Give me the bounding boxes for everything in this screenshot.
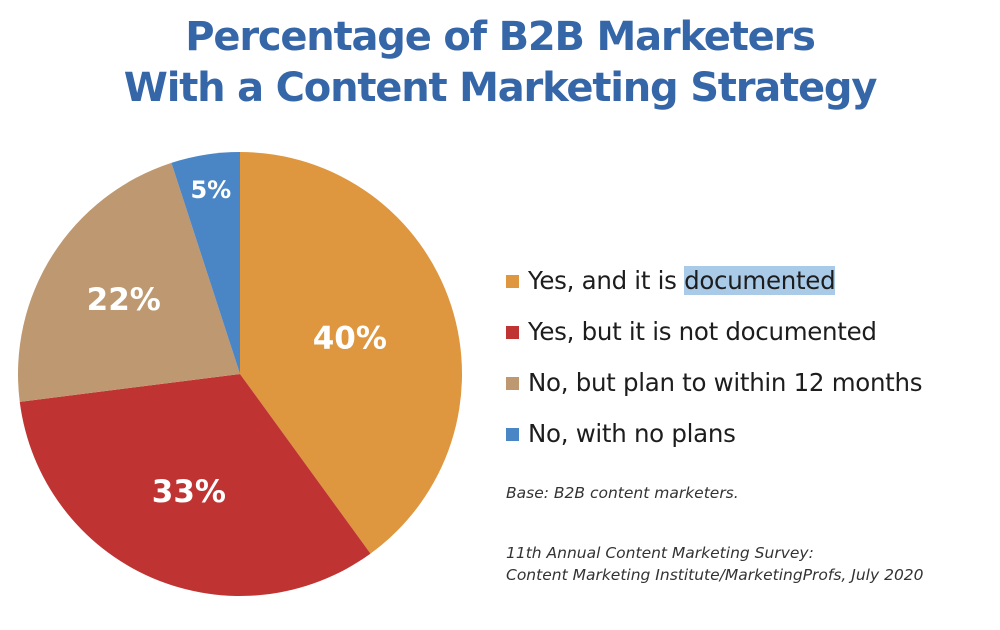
legend-swatch-orange [506,275,519,288]
legend-label-prefix: Yes, and it is [528,266,685,295]
legend-item-not-documented: Yes, but it is not documented [506,313,922,364]
legend: Yes, and it is documented Yes, but it is… [506,262,922,466]
slice-value-label: 22% [87,282,161,318]
legend-label: No, but plan to within 12 months [528,368,923,397]
highlighted-text-selection[interactable]: documented [684,266,836,295]
slice-no-plans [171,152,240,374]
slice-value-label: 33% [152,474,226,510]
chart-title-line-1: Percentage of B2B Marketers [185,14,816,60]
legend-label: Yes, and it is documented [528,262,836,300]
slice-documented [240,152,462,554]
slice-value-label: 5% [190,176,231,204]
legend-swatch-tan [506,377,519,390]
source-line-1: 11th Annual Content Marketing Survey: [506,544,814,562]
legend-item-plan-within-12-months: No, but plan to within 12 months [506,364,922,415]
pie-slice-labels: 40% 33% 22% 5% [87,176,387,510]
slice-plan-within-12-months [18,162,240,402]
slice-not-documented [19,374,371,596]
legend-swatch-blue [506,428,519,441]
slice-value-label: 40% [313,320,387,356]
chart-title-line-2: With a Content Marketing Strategy [123,65,878,111]
legend-label: Yes, but it is not documented [528,317,877,346]
chart-title: Percentage of B2B Marketers With a Conte… [0,12,1000,114]
legend-item-no-plans: No, with no plans [506,415,922,466]
source-line-2: Content Marketing Institute/MarketingPro… [506,566,924,584]
pie-slices [18,152,462,596]
base-note: Base: B2B content marketers. [506,484,739,502]
legend-item-documented: Yes, and it is documented [506,262,922,313]
legend-swatch-red [506,326,519,339]
legend-label: No, with no plans [528,419,736,448]
source-note: 11th Annual Content Marketing Survey: Co… [506,542,924,586]
